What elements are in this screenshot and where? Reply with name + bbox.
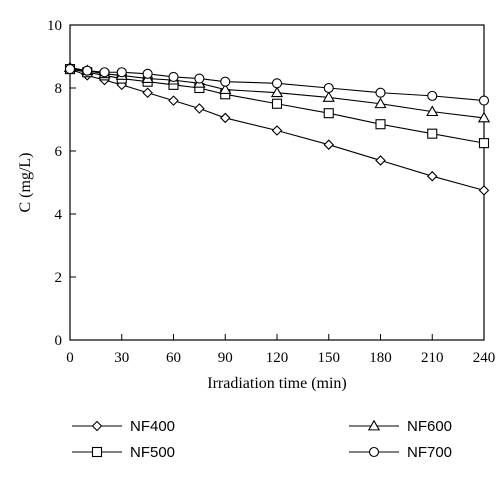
data-point	[375, 87, 386, 98]
data-point	[375, 155, 386, 166]
data-point	[116, 67, 127, 78]
data-point	[168, 95, 179, 106]
x-tick-label: 120	[266, 350, 289, 366]
x-tick-label: 30	[114, 350, 129, 366]
data-point	[194, 103, 205, 114]
data-point	[478, 95, 490, 106]
data-point	[426, 170, 438, 182]
legend-label: NF700	[407, 444, 452, 461]
data-point	[478, 138, 490, 149]
data-point	[168, 71, 179, 83]
x-tick-label: 150	[318, 350, 341, 366]
legend-label: NF400	[130, 418, 175, 435]
legend-marker	[368, 446, 380, 458]
data-point	[427, 90, 438, 101]
legend-label: NF500	[130, 444, 175, 461]
data-point	[219, 112, 231, 124]
data-point	[82, 65, 93, 76]
data-point	[270, 86, 284, 98]
y-tick-label: 10	[47, 18, 62, 34]
y-axis-label: C (mg/L)	[17, 153, 34, 213]
data-point	[194, 73, 205, 84]
legend-label: NF600	[407, 418, 452, 435]
data-point	[219, 83, 232, 95]
y-tick-label: 8	[55, 81, 63, 97]
x-tick-label: 60	[166, 350, 181, 366]
data-point	[220, 76, 231, 87]
x-tick-label: 90	[218, 350, 233, 366]
data-point	[322, 91, 335, 102]
x-tick-label: 240	[473, 350, 496, 366]
legend-marker	[91, 446, 103, 458]
x-ticks: 0 30 60 90 120 150 180 210 240	[66, 334, 495, 366]
data-point	[478, 185, 490, 196]
y-tick-label: 4	[55, 207, 63, 223]
y-tick-label: 6	[55, 144, 63, 160]
x-tick-label: 0	[66, 350, 74, 366]
y-tick-label: 0	[55, 333, 63, 349]
legend-item-nf400: NF400	[72, 418, 175, 435]
series-group	[63, 61, 491, 196]
series-nf600	[63, 61, 491, 123]
y-ticks: 0 2 4 6 8 10	[47, 18, 76, 349]
legend-marker	[367, 419, 381, 431]
data-point	[477, 111, 491, 123]
series-nf700	[64, 64, 490, 106]
y-tick-label: 2	[55, 270, 63, 286]
data-point	[323, 82, 334, 94]
legend-item-nf600: NF600	[349, 418, 452, 435]
data-point	[99, 67, 110, 78]
data-point	[374, 97, 387, 109]
x-tick-label: 210	[421, 350, 444, 366]
legend: NF400 NF500 NF600 NF700	[72, 418, 452, 461]
legend-item-nf700: NF700	[349, 444, 452, 461]
legend-item-nf500: NF500	[72, 444, 175, 461]
plot-frame	[69, 24, 485, 341]
data-point	[142, 68, 153, 79]
axes	[69, 24, 485, 341]
data-point	[271, 78, 283, 89]
x-tick-label: 180	[369, 350, 392, 366]
data-point	[426, 105, 439, 117]
data-point	[427, 128, 438, 139]
x-axis-label: Irradiation time (min)	[207, 375, 347, 392]
data-point	[323, 108, 334, 119]
data-point	[142, 87, 153, 99]
legend-marker	[91, 420, 103, 432]
data-point	[271, 98, 283, 109]
data-point	[323, 139, 335, 150]
data-point	[64, 64, 76, 75]
data-point	[375, 119, 386, 130]
data-point	[271, 125, 283, 136]
